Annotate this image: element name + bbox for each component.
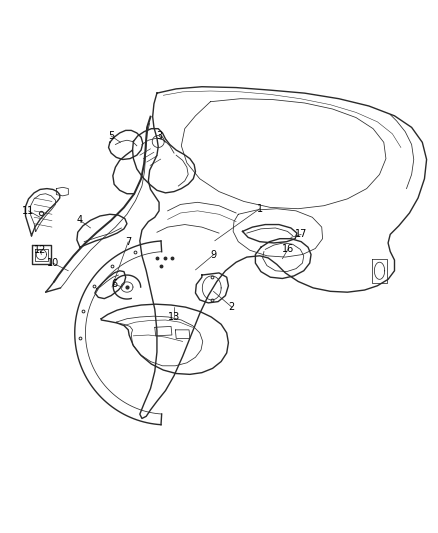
- Text: 12: 12: [34, 245, 46, 255]
- Text: 16: 16: [282, 244, 294, 254]
- Text: 3: 3: [156, 131, 162, 141]
- Text: 17: 17: [295, 229, 307, 239]
- Text: 1: 1: [257, 204, 263, 214]
- Text: 13: 13: [168, 312, 180, 322]
- Text: 2: 2: [229, 302, 235, 312]
- Text: 9: 9: [211, 249, 217, 260]
- Text: 6: 6: [111, 279, 117, 289]
- Text: 4: 4: [77, 215, 83, 225]
- Text: 11: 11: [22, 206, 35, 216]
- Text: 10: 10: [47, 258, 59, 268]
- Text: 5: 5: [108, 131, 114, 141]
- Text: 7: 7: [125, 237, 131, 247]
